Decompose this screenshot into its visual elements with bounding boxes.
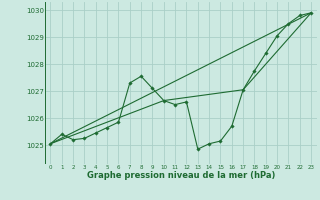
X-axis label: Graphe pression niveau de la mer (hPa): Graphe pression niveau de la mer (hPa) bbox=[87, 171, 275, 180]
